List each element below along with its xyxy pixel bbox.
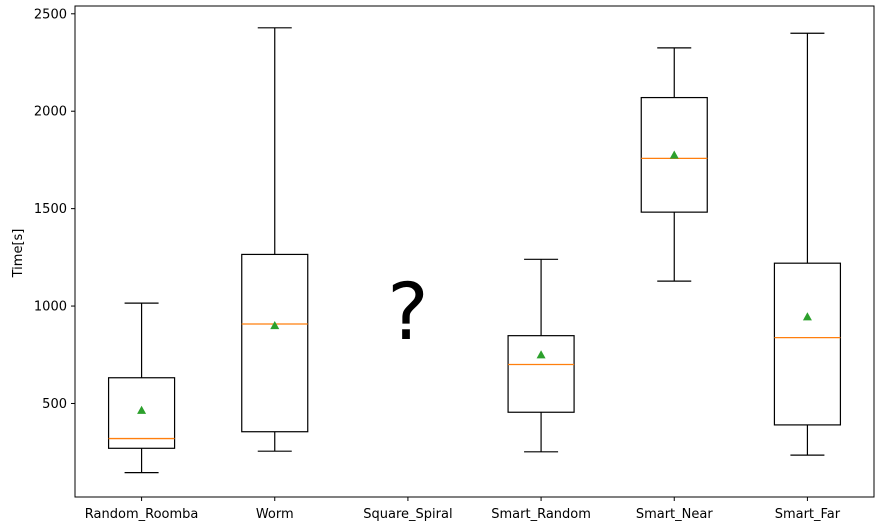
box-smart-random <box>507 258 575 453</box>
plot-area: 500 1000 1500 2000 2500 Random_Roomba Worm Squa… <box>34 5 875 522</box>
x-tick-label: Smart_Near <box>636 507 714 522</box>
mean-marker <box>137 405 147 414</box>
box-iqr <box>107 377 176 449</box>
x-tick-label: Random_Roomba <box>85 507 199 522</box>
axes-frame <box>74 5 875 498</box>
box-iqr <box>640 96 708 213</box>
mean-marker <box>270 321 280 330</box>
x-tick-label: Smart_Far <box>775 507 841 522</box>
y-tick-label: 2000 <box>34 105 67 120</box>
x-tick-label: Square_Spiral <box>363 507 452 522</box>
mean-marker <box>802 312 812 321</box>
box-random-roomba <box>107 302 176 474</box>
missing-data-marker: ? <box>387 268 428 358</box>
y-tick-label: 1500 <box>34 202 67 217</box>
box-iqr <box>507 335 575 413</box>
y-tick-label: 1000 <box>34 300 67 315</box>
y-axis-label: Time[s] <box>11 229 26 279</box>
mean-marker <box>536 350 546 359</box>
x-tick-label: Worm <box>256 507 294 522</box>
x-tick-label: Smart_Random <box>491 507 591 522</box>
mean-marker <box>669 150 679 159</box>
box-iqr <box>773 262 842 426</box>
box-smart-near <box>640 47 708 282</box>
box-smart-far <box>773 32 842 456</box>
y-tick-label: 2500 <box>34 7 67 22</box>
box-worm <box>241 27 309 452</box>
box-iqr <box>241 253 309 433</box>
y-tick-label: 500 <box>42 397 67 412</box>
